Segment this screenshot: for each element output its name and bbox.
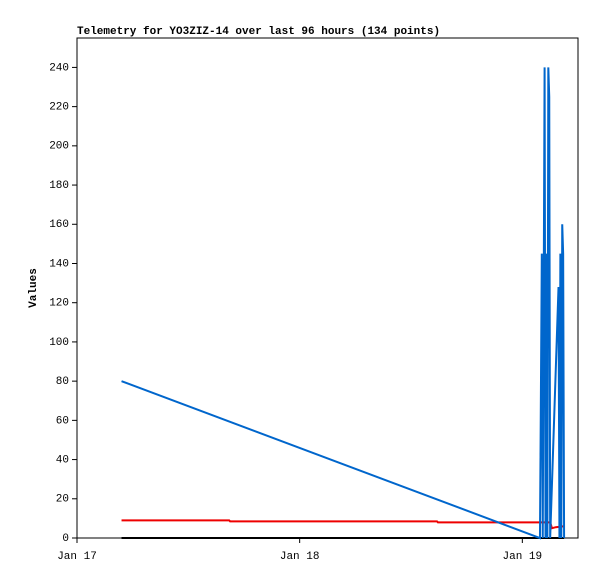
chart-title: Telemetry for YO3ZIZ-14 over last 96 hou… [77, 26, 440, 38]
y-tick-label: 160 [49, 219, 69, 231]
plot-frame [76, 37, 579, 539]
y-axis-label: Values [28, 268, 40, 308]
y-tick-label: 180 [49, 180, 69, 192]
x-tick-label: Jan 17 [57, 551, 97, 563]
y-tick-label: 240 [49, 62, 69, 74]
x-tick-label: Jan 18 [280, 551, 320, 563]
y-tick-label: 0 [62, 533, 69, 545]
y-tick-label: 140 [49, 258, 69, 270]
y-tick-label: 60 [56, 415, 69, 427]
y-tick-label: 20 [56, 494, 69, 506]
x-tick-label: Jan 19 [503, 551, 543, 563]
y-tick-label: 100 [49, 337, 69, 349]
series-line [121, 519, 565, 530]
y-tick-label: 200 [49, 141, 69, 153]
y-tick-label: 120 [49, 298, 69, 310]
series-line [121, 67, 566, 540]
y-tick-label: 40 [56, 454, 69, 466]
y-tick-label: 220 [49, 102, 69, 114]
y-tick-label: 80 [56, 376, 69, 388]
